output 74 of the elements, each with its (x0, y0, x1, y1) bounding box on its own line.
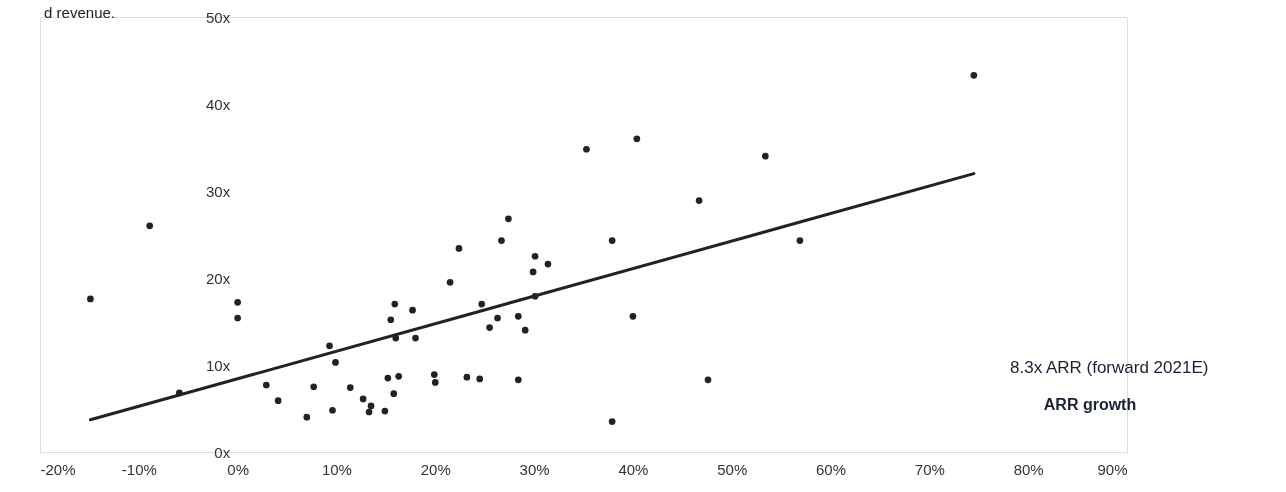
point (478, 300, 486, 308)
point (796, 237, 804, 244)
point (505, 215, 512, 223)
point (430, 371, 438, 378)
point (494, 314, 501, 322)
point (310, 383, 318, 391)
x-tick-label: 40% (618, 460, 649, 478)
y-tick-label: 30x (205, 182, 231, 200)
point (395, 372, 403, 380)
point (359, 395, 367, 403)
point (476, 375, 484, 383)
point (514, 312, 522, 320)
point (608, 418, 616, 425)
annotation: d revenue. (44, 4, 115, 21)
point (367, 402, 375, 410)
y-tick-label: 20x (205, 269, 231, 287)
point (274, 397, 282, 405)
x-tick-label: 70% (914, 460, 945, 478)
point (87, 295, 94, 303)
x-tick-label: -20% (40, 460, 76, 478)
point (761, 152, 769, 160)
y-tick-label: 40x (205, 95, 231, 113)
point (531, 292, 539, 300)
point (387, 316, 395, 324)
point (531, 252, 539, 260)
point (329, 406, 336, 414)
point (390, 390, 398, 398)
point (431, 379, 439, 386)
point (365, 408, 373, 416)
point (446, 279, 454, 286)
point (234, 299, 241, 306)
point (391, 300, 399, 308)
point (633, 135, 641, 143)
point (544, 260, 552, 268)
point (970, 71, 978, 79)
x-tick-label: 20% (420, 460, 451, 478)
point (146, 222, 154, 230)
point (498, 237, 505, 244)
point (412, 334, 419, 342)
y-tick-label: 10x (205, 356, 231, 374)
x-tick-label: 60% (816, 460, 847, 478)
x-tick-label: 50% (717, 460, 748, 478)
point (608, 237, 616, 244)
annotation: 8.3x ARR (forward 2021E) (1010, 358, 1209, 377)
point (486, 324, 493, 331)
point (392, 334, 400, 342)
x-tick-label: 30% (519, 460, 550, 478)
point (514, 376, 522, 384)
x-tick-label: 90% (1097, 460, 1128, 478)
point (704, 376, 712, 384)
x-tick-label: 80% (1013, 460, 1044, 478)
point (409, 306, 416, 314)
y-tick-label: 50x (205, 8, 231, 26)
point (381, 407, 389, 415)
point (521, 326, 529, 334)
point (695, 197, 703, 204)
point (262, 381, 270, 389)
point (326, 342, 333, 350)
point (629, 312, 637, 320)
x-axis-title: ARR growth (1043, 396, 1137, 413)
point (384, 374, 392, 382)
point (175, 389, 183, 397)
x-tick-label: -10% (121, 460, 157, 478)
point (303, 413, 311, 421)
x-tick-label: 0% (227, 460, 249, 478)
point (463, 373, 471, 381)
point (346, 384, 354, 391)
point (455, 245, 463, 252)
point (332, 359, 339, 366)
point (529, 268, 537, 276)
point (583, 145, 590, 153)
x-tick-label: 10% (321, 460, 352, 478)
y-tick-label: 0x (214, 443, 231, 461)
point (234, 314, 241, 322)
